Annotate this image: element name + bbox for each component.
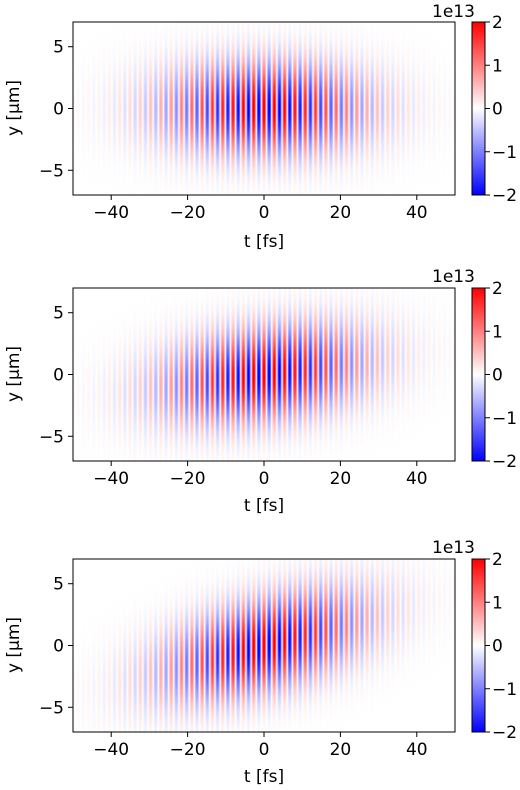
y-tick-label: 0 [53,637,64,657]
colorbar-offset-label: 1e13 [432,2,475,22]
colorbar-tick-label: −2 [492,186,517,206]
heatmap-field [73,22,455,195]
y-axis-label: y [μm] [4,80,24,136]
heatmap-field [73,288,455,461]
y-tick-label: 0 [53,100,64,120]
colorbar-tick-label: 2 [492,550,503,570]
x-tick-label: −40 [93,740,129,760]
colorbar-tick-label: −1 [492,680,517,700]
y-tick-label: −5 [39,427,64,447]
colorbar-tick-label: −2 [492,452,517,472]
x-tick-label: −40 [93,469,129,489]
colorbar-offset-label: 1e13 [432,267,475,287]
y-tick-label: 5 [53,304,64,324]
x-tick-label: −20 [170,203,206,223]
x-axis-label: t [fs] [244,767,284,787]
x-axis: −40 −20 0 20 40 [93,195,428,223]
colorbar-tick-label: −2 [492,723,517,743]
colorbar-tick-label: 1 [492,322,503,342]
panel-3: −40 −20 0 20 40 −5 0 5 t [fs] y [μm] −2 −1 0 1 2 1… [4,538,517,787]
y-axis-label: y [μm] [4,346,24,402]
colorbar-offset-label: 1e13 [432,538,475,558]
y-axis: −5 0 5 [39,575,73,718]
x-tick-label: 0 [259,740,270,760]
x-axis-label: t [fs] [244,496,284,516]
colorbar-tick-label: 2 [492,279,503,299]
y-axis: −5 0 5 [39,38,73,181]
panel-1: −40 −20 0 20 40 −5 0 5 t [fs] y [μm] −2 −1 0 1 2 1… [4,2,517,252]
colorbar-tick-label: 0 [492,637,503,657]
x-axis-label: t [fs] [244,232,284,252]
y-tick-label: 5 [53,575,64,595]
x-tick-label: −40 [93,203,129,223]
y-tick-label: −5 [39,698,64,718]
x-tick-label: 0 [259,469,270,489]
x-tick-label: 20 [330,469,352,489]
colorbar-tick-label: −1 [492,409,517,429]
x-tick-label: 40 [406,740,428,760]
x-tick-label: 40 [406,469,428,489]
colorbar [471,287,486,462]
x-tick-label: −20 [170,469,206,489]
x-tick-label: 20 [330,203,352,223]
colorbar-axis: −2 −1 0 1 2 [485,550,517,743]
colorbar [471,558,486,733]
x-tick-label: 40 [406,203,428,223]
y-tick-label: 5 [53,38,64,58]
y-axis-label: y [μm] [4,617,24,673]
colorbar-axis: −2 −1 0 1 2 [485,279,517,472]
y-axis: −5 0 5 [39,304,73,447]
x-tick-label: 20 [330,740,352,760]
colorbar-tick-label: −1 [492,143,517,163]
colorbar-tick-label: 0 [492,100,503,120]
colorbar-tick-label: 1 [492,593,503,613]
colorbar-tick-label: 1 [492,56,503,76]
colorbar-tick-label: 2 [492,13,503,33]
colorbar [471,21,486,196]
y-tick-label: −5 [39,161,64,181]
x-axis: −40 −20 0 20 40 [93,732,428,760]
y-tick-label: 0 [53,366,64,386]
x-tick-label: 0 [259,203,270,223]
x-tick-label: −20 [170,740,206,760]
colorbar-tick-label: 0 [492,366,503,386]
colorbar-axis: −2 −1 0 1 2 [485,13,517,206]
heatmap-field [73,559,455,732]
panel-2: −40 −20 0 20 40 −5 0 5 t [fs] y [μm] −2 −1 0 1 2 1… [4,267,517,516]
x-axis: −40 −20 0 20 40 [93,461,428,489]
